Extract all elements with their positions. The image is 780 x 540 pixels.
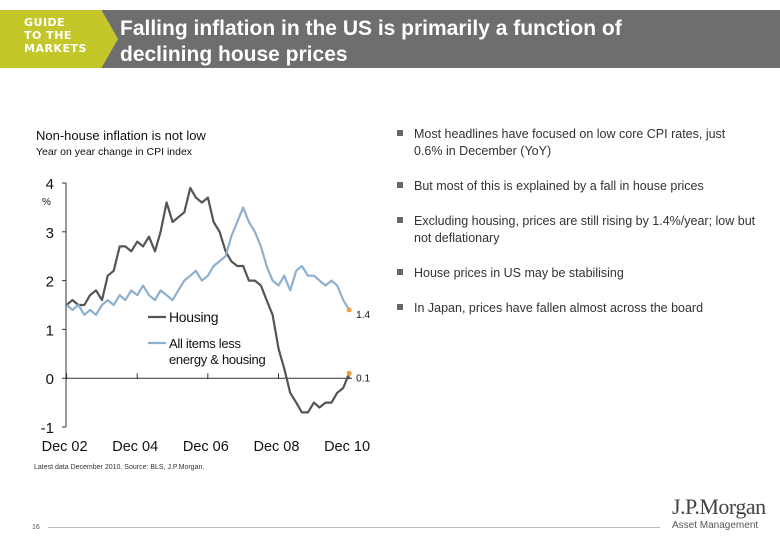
series-end-marker <box>346 307 352 313</box>
series-end-marker <box>346 370 352 376</box>
square-bullet-icon <box>397 182 403 188</box>
bullet-item: House prices in US may be stabilising <box>396 265 756 282</box>
legend-label-core-line1: All items less <box>169 336 241 351</box>
square-bullet-icon <box>397 304 403 310</box>
bullet-text: Most headlines have focused on low core … <box>414 127 726 158</box>
logo-wordmark: J.P.Morgan <box>672 494 766 519</box>
bullet-item: But most of this is explained by a fall … <box>396 178 756 195</box>
square-bullet-icon <box>397 217 403 223</box>
x-tick-label: Dec 08 <box>253 439 299 455</box>
slide-title-line: declining house prices <box>120 43 348 66</box>
bullet-item: Excluding housing, prices are still risi… <box>396 213 756 247</box>
x-tick-label: Dec 02 <box>42 439 88 455</box>
guide-badge-line: MARKETS <box>24 42 87 55</box>
y-tick-label: 4 <box>46 176 54 193</box>
bullet-item: Most headlines have focused on low core … <box>396 126 756 160</box>
inflation-line-chart: -1 0 1 2 3 4% Dec 02 Dec 04 Dec 06 Dec 08 Dec 10 0.… <box>41 176 371 455</box>
jpmorgan-logo: J.P.Morgan Asset Management <box>672 496 772 532</box>
source-note: Latest data December 2010. Source: BLS, … <box>34 464 205 471</box>
bullet-text: In Japan, prices have fallen almost acro… <box>414 301 704 315</box>
square-bullet-icon <box>397 130 403 136</box>
chart-subtitle: Year on year change in CPI index <box>36 146 193 158</box>
bullet-item: In Japan, prices have fallen almost acro… <box>396 300 756 317</box>
x-tick-label: Dec 04 <box>112 439 158 455</box>
guide-badge-line: GUIDE <box>24 16 66 29</box>
legend-label-housing: Housing <box>169 309 218 325</box>
chart-title: Non-house inflation is not low <box>36 128 206 143</box>
bullet-list: Most headlines have focused on low core … <box>396 126 756 335</box>
footer-divider <box>48 527 660 528</box>
logo-subtitle: Asset Management <box>672 520 759 531</box>
guide-badge-line: TO THE <box>24 29 72 42</box>
slide-title: Falling inflation in the US is primarily… <box>120 16 720 68</box>
series-end-label: 1.4 <box>356 310 370 321</box>
y-tick-label: -1 <box>41 420 54 437</box>
series-end-label: 0.1 <box>356 373 370 384</box>
series-line-all-items-less-energy-housing <box>65 206 351 316</box>
header-bar <box>0 10 780 68</box>
x-tick-label: Dec 06 <box>183 439 229 455</box>
guide-badge <box>0 10 118 68</box>
square-bullet-icon <box>397 269 403 275</box>
slide-title-line: Falling inflation in the US is primarily… <box>120 17 622 40</box>
y-tick-label: 1 <box>46 322 54 339</box>
y-tick-label: 3 <box>46 225 54 242</box>
guide-badge-text: GUIDE TO THE MARKETS <box>24 16 104 55</box>
x-tick-label: Dec 10 <box>324 439 370 455</box>
series-line-housing <box>65 186 351 414</box>
bullet-text: House prices in US may be stabilising <box>414 266 624 280</box>
y-axis-unit-label: % <box>42 197 51 208</box>
bullet-text: Excluding housing, prices are still risi… <box>414 214 756 245</box>
legend-label-core-line2: energy & housing <box>169 352 265 367</box>
y-tick-label: 2 <box>46 274 54 291</box>
page-number: 16 <box>32 524 40 531</box>
bullet-text: But most of this is explained by a fall … <box>414 179 704 193</box>
y-tick-label: 0 <box>46 371 54 388</box>
